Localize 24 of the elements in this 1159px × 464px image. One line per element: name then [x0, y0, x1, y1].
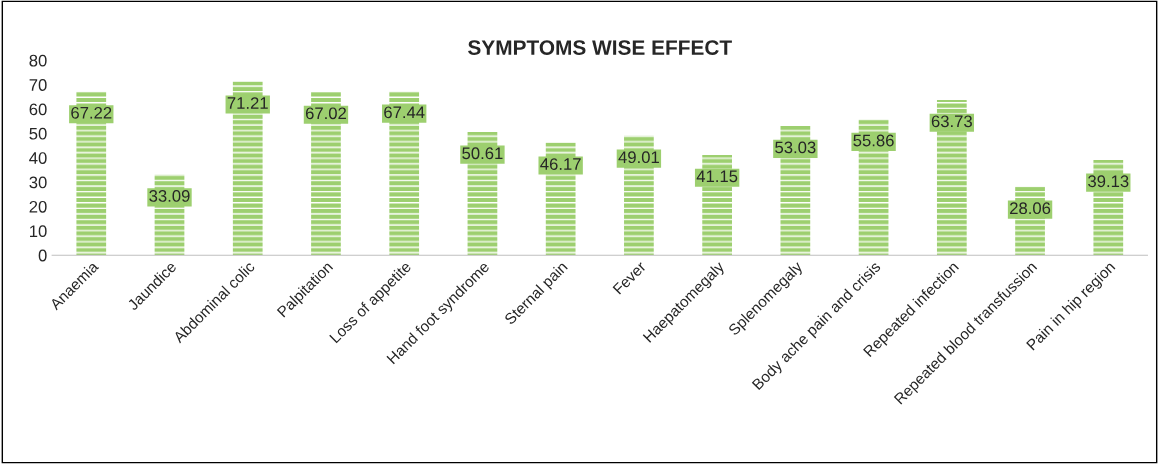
data-label: 67.44	[384, 106, 425, 119]
data-label: 67.02	[305, 107, 346, 120]
y-tick-label: 60	[29, 103, 47, 116]
chart-title: SYMPTOMS WISE EFFECT	[468, 40, 732, 55]
y-tick-label: 20	[29, 200, 47, 213]
y-tick-label: 70	[29, 79, 47, 91]
data-label: 55.86	[853, 134, 894, 147]
data-label: 41.15	[696, 170, 738, 183]
data-label: 28.06	[1010, 202, 1051, 215]
data-label: 46.17	[540, 158, 581, 170]
y-tick-label: 80	[29, 54, 47, 67]
data-label: 39.13	[1088, 175, 1129, 188]
data-label: 67.22	[71, 106, 112, 119]
data-label: 49.01	[618, 151, 659, 164]
data-label: 71.21	[227, 97, 268, 109]
data-label: 63.73	[931, 115, 972, 128]
data-label: 53.03	[775, 141, 816, 154]
y-tick-label: 0	[38, 249, 47, 262]
data-label: 33.09	[149, 190, 190, 202]
y-tick-label: 10	[30, 225, 47, 238]
y-tick-label: 50	[29, 127, 47, 140]
y-tick-label: 30	[29, 176, 47, 189]
data-label: 50.61	[462, 147, 503, 160]
y-tick-label: 40	[29, 152, 47, 164]
